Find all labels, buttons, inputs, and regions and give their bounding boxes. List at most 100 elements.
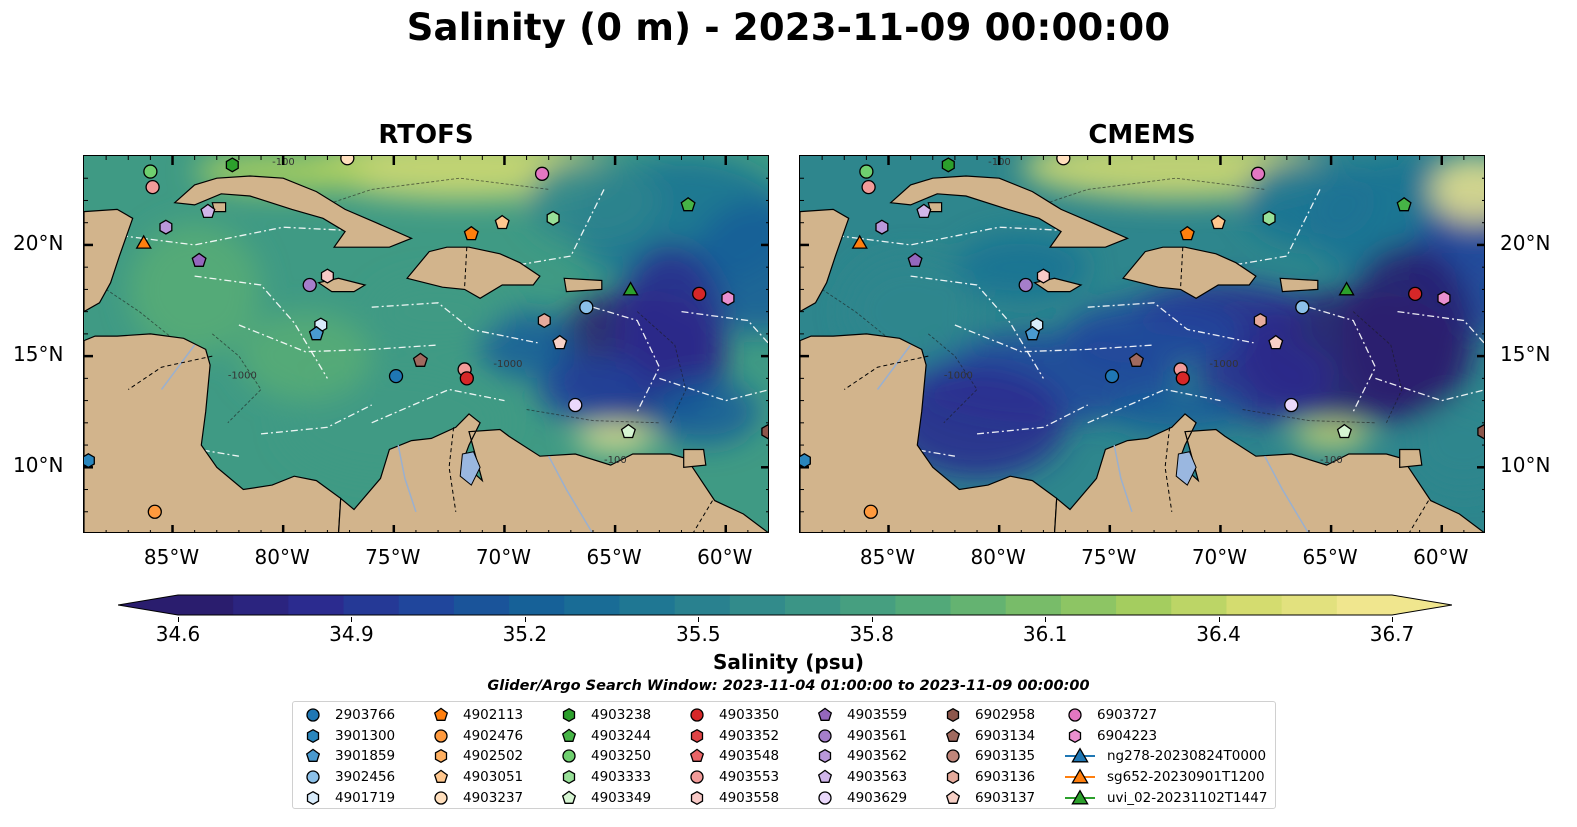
contour-label: -1000 <box>493 359 522 370</box>
colorbar-tick <box>351 617 353 622</box>
legend-label: 6903136 <box>975 769 1036 786</box>
lon-tick-label: 80°W <box>254 545 310 569</box>
legend-marker <box>690 708 704 722</box>
colorbar-segment <box>1226 595 1283 615</box>
lon-tick-label: 85°W <box>143 545 200 569</box>
float-marker <box>1175 371 1190 386</box>
colorbar-segment <box>1171 595 1227 615</box>
colorbar-segment <box>1060 595 1117 615</box>
legend-marker <box>561 728 577 742</box>
float-marker <box>147 504 162 519</box>
colorbar-title: Salinity (psu) <box>712 650 864 674</box>
legend-label: 4903238 <box>591 707 652 724</box>
legend-marker <box>306 728 320 743</box>
legend-marker <box>946 708 960 723</box>
legend-item: 4902502 <box>431 746 523 767</box>
legend-item: 3901300 <box>303 726 395 747</box>
float-marker <box>1253 312 1267 329</box>
colorbar-segment <box>840 595 896 615</box>
colorbar-segment <box>288 595 345 615</box>
float-marker <box>143 164 158 179</box>
float-marker <box>320 268 334 284</box>
legend-item: 6903134 <box>943 726 1035 747</box>
float-marker <box>145 179 160 195</box>
colorbar-segment <box>729 595 786 615</box>
float-marker <box>568 397 583 413</box>
float-marker <box>388 368 404 384</box>
legend-column: 4903238 4903244 4903250 4903333 4903349 <box>559 705 651 808</box>
float-marker <box>859 164 874 179</box>
colorbar-tick-label: 35.5 <box>676 622 721 646</box>
contour-label: -1000 <box>1209 359 1238 370</box>
legend-marker <box>818 749 832 764</box>
legend-item: 4903238 <box>559 705 651 726</box>
legend-marker <box>306 770 320 784</box>
colorbar-tick <box>178 617 179 622</box>
lon-tick-label: 80°W <box>970 545 1026 569</box>
colorbar-tick-label: 36.7 <box>1369 622 1415 646</box>
legend-marker <box>562 708 576 723</box>
search-window-text: Glider/Argo Search Window: 2023-11-04 01… <box>487 678 1090 694</box>
colorbar-segment <box>398 595 455 615</box>
float-marker <box>861 179 876 195</box>
legend-item: 4903051 <box>431 767 523 788</box>
legend-marker <box>1065 789 1095 805</box>
float-marker <box>680 196 696 212</box>
legend-label: 4903561 <box>847 727 908 744</box>
float-marker <box>1036 268 1050 284</box>
colorbar <box>117 593 1453 617</box>
legend-marker <box>433 707 449 722</box>
legend-label: 4903051 <box>463 769 524 786</box>
legend-item: 4902113 <box>431 705 523 726</box>
float-marker <box>1338 281 1355 296</box>
legend-label: ng278-20230824T0000 <box>1107 748 1267 765</box>
float-marker <box>546 210 560 226</box>
legend-item: 4903561 <box>815 726 907 747</box>
colorbar-segment <box>950 595 1007 615</box>
legend-marker <box>433 769 449 784</box>
panel-title-cmems: CMEMS <box>1088 120 1196 150</box>
float-marker <box>1284 397 1299 413</box>
colorbar-segment <box>895 595 952 615</box>
map-panel-rtofs: -100-1000-100-1000 <box>83 155 769 533</box>
float-marker <box>1477 424 1484 440</box>
legend-item: 6904223 <box>1065 726 1267 747</box>
legend-marker <box>562 749 576 764</box>
legend-label: 4903548 <box>719 748 780 765</box>
colorbar-segment <box>343 595 400 615</box>
legend-item: 4903562 <box>815 746 907 767</box>
legend-item: 4903563 <box>815 767 907 788</box>
lon-tick-label: 70°W <box>1191 545 1248 569</box>
colorbar-segment <box>509 595 565 615</box>
legend-item: 6902958 <box>943 705 1035 726</box>
float-marker <box>1128 352 1144 367</box>
colorbar-tick-label: 35.2 <box>502 622 548 646</box>
float-marker <box>1179 225 1195 241</box>
legend-item: 6903136 <box>943 767 1035 788</box>
colorbar-segment <box>619 595 676 615</box>
legend-marker <box>1065 747 1095 763</box>
legend-label: 6903727 <box>1097 707 1158 724</box>
float-marker <box>579 300 594 315</box>
float-marker <box>863 504 878 519</box>
float-marker <box>761 424 768 440</box>
legend-item: 4903333 <box>559 767 651 788</box>
legend-marker <box>1068 728 1082 743</box>
legend-marker <box>689 749 705 763</box>
float-marker <box>941 157 955 173</box>
lon-tick-label: 85°W <box>859 545 916 569</box>
float-marker <box>534 166 550 181</box>
legend-marker <box>305 749 321 763</box>
legend-item: 4903352 <box>687 726 779 747</box>
legend-item: 4903548 <box>687 746 779 767</box>
float-marker <box>1437 290 1451 306</box>
legend-label: 6903137 <box>975 789 1036 806</box>
float-marker <box>851 234 868 249</box>
float-marker <box>1024 325 1040 341</box>
colorbar-tick <box>1045 617 1047 622</box>
float-marker <box>1268 334 1284 350</box>
legend-marker <box>690 790 704 805</box>
float-marker <box>308 325 324 341</box>
legend-item: 4903558 <box>687 787 779 808</box>
legend-item: 4901719 <box>303 787 395 808</box>
